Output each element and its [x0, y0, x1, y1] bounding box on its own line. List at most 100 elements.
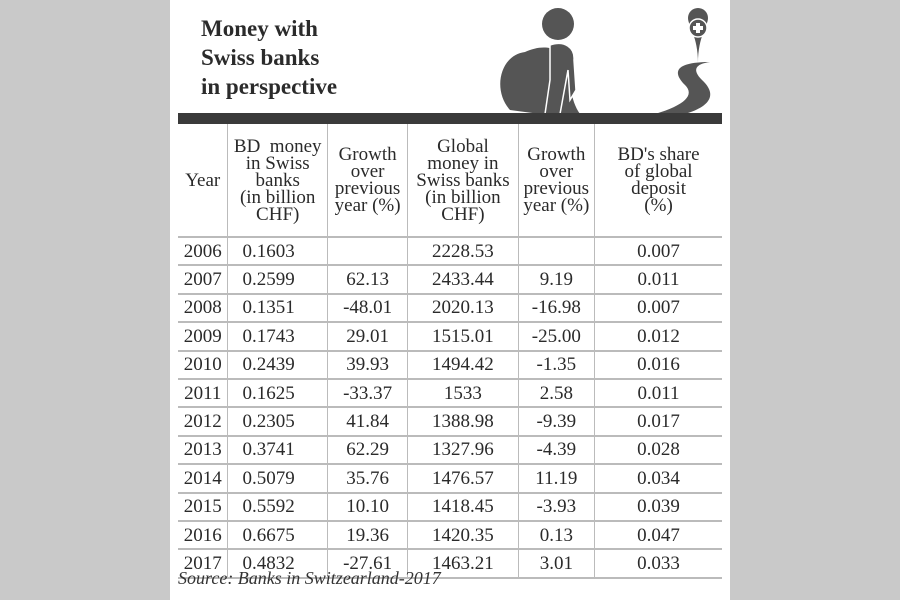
- table-row: 2017 0.4832 -27.61 1463.21 3.01 0.033: [178, 549, 722, 579]
- year-cell: 2007: [178, 265, 228, 295]
- value-cell: 0.011: [594, 265, 722, 295]
- value-cell: 0.2305: [227, 407, 328, 437]
- value-cell: -4.39: [517, 435, 595, 466]
- value-cell: 0.007: [594, 237, 722, 267]
- column-header-line: year (%): [523, 195, 590, 216]
- value-cell: 0.028: [594, 435, 722, 466]
- table-row: 2010 0.2439 39.93 1494.42 -1.35 0.016: [178, 350, 722, 380]
- table-header-row: Year BD money in Swiss banks (in billion CHF)…: [178, 124, 722, 238]
- value-cell: 1476.57: [407, 464, 519, 494]
- value-cell: 0.1625: [227, 378, 328, 409]
- column-header: BD money in Swiss banks (in billion CHF): [227, 124, 328, 238]
- column-header-line: banks: [255, 169, 300, 191]
- value-cell: 11.19: [517, 464, 595, 494]
- value-cell: 0.016: [594, 350, 722, 380]
- column-header-line: Growth: [338, 144, 397, 165]
- value-cell: -48.01: [326, 293, 408, 324]
- column-header: Growth over previous year (%): [326, 124, 408, 238]
- value-cell: 0.012: [594, 322, 722, 352]
- table-row: 2013 0.3741 62.29 1327.96 -4.39 0.028: [178, 435, 722, 466]
- title-line: in perspective: [201, 74, 338, 99]
- table-row: 2011 0.1625 -33.37 1533 2.58 0.011: [178, 378, 722, 409]
- year-cell: 2017: [178, 549, 228, 579]
- illustration: [500, 8, 711, 114]
- value-cell: 0.033: [594, 549, 722, 579]
- value-cell: 35.76: [326, 464, 408, 494]
- value-cell: 1494.42: [407, 350, 519, 380]
- table-row: 2012 0.2305 41.84 1388.98 -9.39 0.017: [178, 407, 722, 437]
- location-pin-swiss-cross-icon: [688, 8, 708, 63]
- value-cell: 0.13: [517, 520, 595, 551]
- value-cell: 0.007: [594, 293, 722, 324]
- source-note: Source: Banks in Switzearland-2017: [178, 568, 441, 588]
- value-cell: 29.01: [326, 322, 408, 352]
- value-cell: 0.2439: [227, 350, 328, 380]
- table-row: 2016 0.6675 19.36 1420.35 0.13 0.047: [178, 520, 722, 551]
- value-cell: -33.37: [326, 378, 408, 409]
- year-cell: 2016: [178, 520, 228, 551]
- column-header: Year: [178, 124, 228, 238]
- value-cell: 10.10: [326, 492, 408, 522]
- value-cell: 2433.44: [407, 265, 519, 295]
- value-cell: -27.61: [326, 549, 408, 579]
- value-cell: 0.4832: [227, 549, 328, 579]
- person-carrying-sack-icon: [500, 8, 580, 114]
- column-header-line: money in: [427, 152, 499, 174]
- column-header-line: CHF): [441, 203, 485, 225]
- column-header-line: Swiss banks: [416, 169, 510, 191]
- year-cell: 2012: [178, 407, 228, 437]
- table-row: 2006 0.1603 2228.53 0.007: [178, 237, 722, 267]
- value-cell: 0.6675: [227, 520, 328, 551]
- value-cell: [326, 237, 408, 267]
- year-cell: 2014: [178, 464, 228, 494]
- value-cell: 0.039: [594, 492, 722, 522]
- column-header-line: (%): [644, 195, 673, 216]
- infographic-title: Money with Swiss banks in perspective: [201, 14, 337, 101]
- column-header-line: BD money: [233, 135, 322, 157]
- value-cell: 0.1743: [227, 322, 328, 352]
- column-header-line: Growth: [527, 144, 586, 165]
- column-header-line: year (%): [334, 195, 401, 216]
- value-cell: 0.011: [594, 378, 722, 409]
- column-header-line: (in billion: [425, 186, 501, 208]
- data-table: Year BD money in Swiss banks (in billion CHF)…: [178, 124, 722, 579]
- value-cell: 9.19: [517, 265, 595, 295]
- title-line: Money with: [201, 16, 318, 41]
- value-cell: 0.1603: [227, 237, 328, 267]
- value-cell: 1327.96: [407, 435, 519, 466]
- column-header-line: deposit: [631, 178, 686, 199]
- year-cell: 2010: [178, 350, 228, 380]
- value-cell: 0.3741: [227, 435, 328, 466]
- column-header: Global money in Swiss banks (in billion CHF): [407, 124, 519, 238]
- value-cell: 2228.53: [407, 237, 519, 267]
- value-cell: 1418.45: [407, 492, 519, 522]
- year-cell: 2006: [178, 237, 228, 267]
- value-cell: 19.36: [326, 520, 408, 551]
- column-header-line: over: [539, 161, 574, 182]
- value-cell: 0.5592: [227, 492, 328, 522]
- column-header-line: previous: [334, 178, 401, 199]
- column-header-line: (in billion: [239, 186, 316, 208]
- table-row: 2007 0.2599 62.13 2433.44 9.19 0.011: [178, 265, 722, 295]
- title-line: Swiss banks: [201, 45, 320, 70]
- year-cell: 2009: [178, 322, 228, 352]
- column-header-line: CHF): [256, 203, 300, 225]
- column-header-line: Global: [437, 135, 489, 157]
- value-cell: 39.93: [326, 350, 408, 380]
- year-cell: 2011: [178, 378, 228, 409]
- value-cell: 0.1351: [227, 293, 328, 324]
- value-cell: 62.29: [326, 435, 408, 466]
- column-header-line: Year: [185, 169, 221, 191]
- header-divider-bar: [178, 113, 722, 124]
- value-cell: 0.017: [594, 407, 722, 437]
- year-cell: 2013: [178, 435, 228, 466]
- column-header: BD's share of global deposit (%): [594, 124, 722, 238]
- value-cell: -16.98: [517, 293, 595, 324]
- column-header-line: BD's share: [617, 144, 700, 165]
- value-cell: 1463.21: [407, 549, 519, 579]
- column-header-line: of global: [624, 161, 693, 182]
- value-cell: -1.35: [517, 350, 595, 380]
- value-cell: 3.01: [517, 549, 595, 579]
- value-cell: 2.58: [517, 378, 595, 409]
- column-header-line: over: [350, 161, 385, 182]
